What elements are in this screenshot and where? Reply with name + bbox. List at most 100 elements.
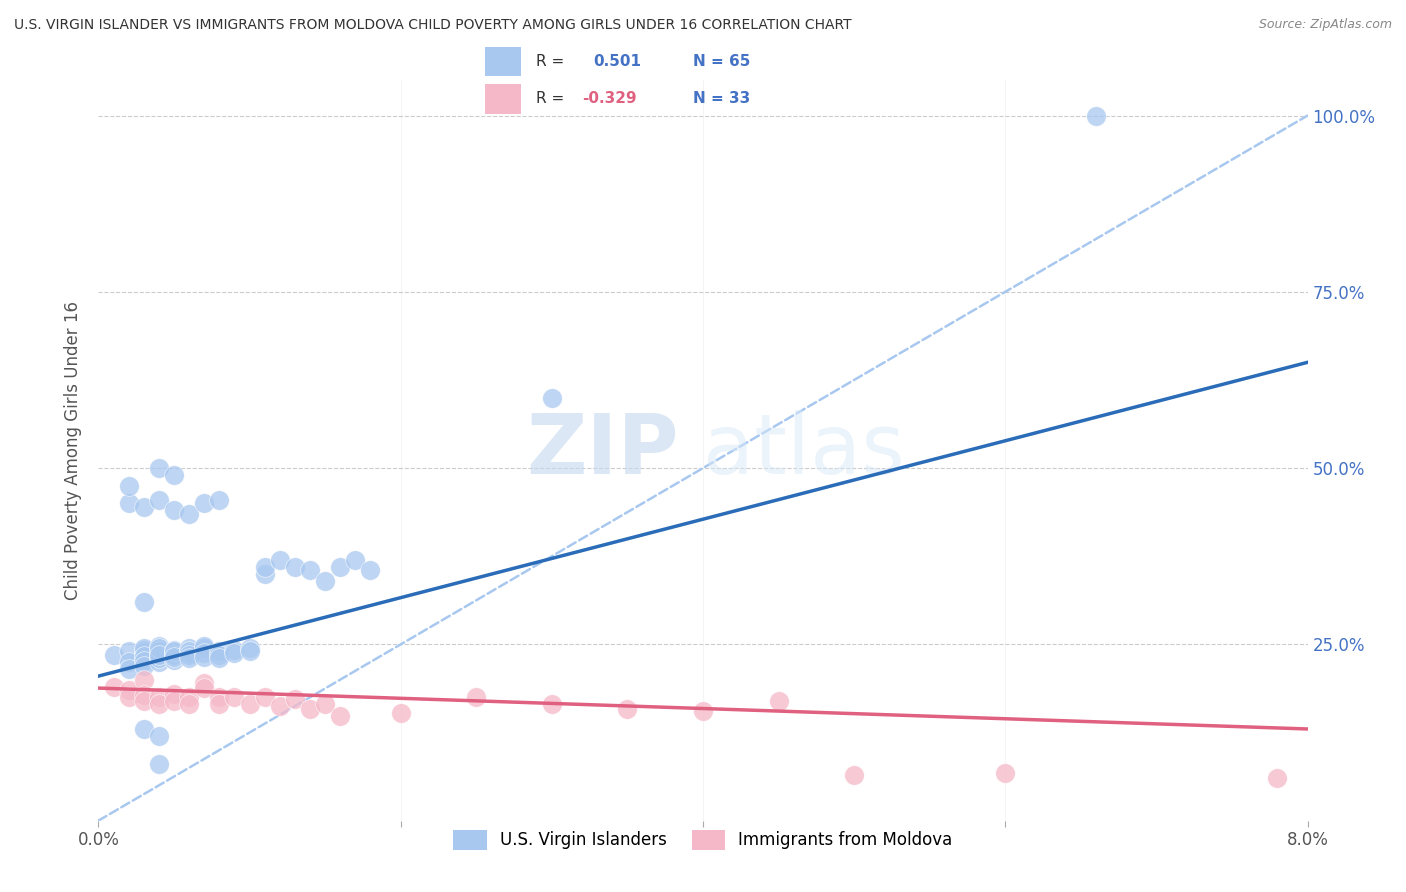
Point: [299, 702, 322, 716]
Point: [314, 574, 336, 588]
Point: [118, 644, 141, 658]
Point: [540, 391, 562, 405]
Point: [284, 692, 307, 706]
Point: [132, 640, 155, 655]
Point: [692, 704, 714, 718]
Text: Source: ZipAtlas.com: Source: ZipAtlas.com: [1258, 18, 1392, 31]
Point: [148, 698, 170, 712]
Point: [148, 492, 170, 507]
Point: [1267, 772, 1289, 786]
Point: [224, 643, 246, 657]
Point: [163, 687, 186, 701]
Point: [208, 644, 231, 658]
Point: [132, 649, 155, 664]
Point: [253, 690, 276, 705]
Point: [179, 644, 201, 658]
Point: [163, 643, 186, 657]
Point: [148, 648, 170, 662]
Bar: [485, 85, 522, 114]
Text: N = 65: N = 65: [693, 54, 751, 70]
Point: [132, 694, 155, 708]
Point: [132, 673, 155, 687]
Point: [224, 690, 246, 705]
Point: [118, 690, 141, 705]
Point: [253, 559, 276, 574]
Point: [208, 648, 231, 662]
Point: [132, 722, 155, 736]
Point: [163, 503, 186, 517]
Text: ZIP: ZIP: [526, 410, 679, 491]
Point: [118, 683, 141, 698]
Y-axis label: Child Poverty Among Girls Under 16: Child Poverty Among Girls Under 16: [65, 301, 83, 600]
Point: [132, 500, 155, 514]
Point: [224, 646, 246, 660]
Point: [132, 651, 155, 665]
Point: [163, 646, 186, 660]
Text: atlas: atlas: [703, 410, 904, 491]
Point: [344, 553, 367, 567]
Point: [193, 640, 215, 655]
Point: [132, 654, 155, 668]
Point: [540, 698, 562, 712]
Point: [179, 507, 201, 521]
Point: [132, 595, 155, 609]
Text: -0.329: -0.329: [582, 91, 637, 106]
Point: [239, 644, 262, 658]
Point: [132, 646, 155, 660]
Point: [132, 688, 155, 702]
Point: [208, 690, 231, 705]
Point: [179, 648, 201, 662]
Point: [193, 646, 215, 660]
Point: [1085, 109, 1108, 123]
Point: [389, 706, 412, 721]
Point: [465, 690, 488, 705]
Point: [844, 768, 866, 782]
Point: [768, 694, 790, 708]
Point: [616, 702, 638, 716]
Point: [284, 559, 307, 574]
Point: [208, 698, 231, 712]
Point: [148, 644, 170, 658]
Point: [163, 644, 186, 658]
Point: [118, 662, 141, 676]
Point: [132, 658, 155, 673]
Point: [163, 694, 186, 708]
Point: [193, 496, 215, 510]
Point: [163, 650, 186, 665]
Point: [103, 680, 125, 694]
Point: [299, 563, 322, 577]
Text: 0.501: 0.501: [593, 54, 641, 70]
Point: [179, 640, 201, 655]
Point: [148, 655, 170, 669]
Point: [103, 648, 125, 662]
Point: [269, 553, 291, 567]
Point: [179, 690, 201, 705]
Point: [193, 650, 215, 665]
Point: [193, 676, 215, 690]
Point: [360, 563, 382, 577]
Point: [148, 690, 170, 705]
Point: [148, 651, 170, 665]
Point: [994, 765, 1017, 780]
Point: [179, 651, 201, 665]
Point: [329, 709, 352, 723]
Point: [148, 639, 170, 653]
Legend: U.S. Virgin Islanders, Immigrants from Moldova: U.S. Virgin Islanders, Immigrants from M…: [447, 823, 959, 856]
Point: [193, 681, 215, 695]
Point: [148, 729, 170, 743]
Bar: [485, 46, 522, 77]
Text: N = 33: N = 33: [693, 91, 751, 106]
Point: [118, 479, 141, 493]
Point: [118, 655, 141, 669]
Text: R =: R =: [536, 91, 564, 106]
Point: [239, 698, 262, 712]
Point: [148, 757, 170, 772]
Point: [163, 653, 186, 667]
Point: [163, 648, 186, 662]
Text: U.S. VIRGIN ISLANDER VS IMMIGRANTS FROM MOLDOVA CHILD POVERTY AMONG GIRLS UNDER : U.S. VIRGIN ISLANDER VS IMMIGRANTS FROM …: [14, 18, 852, 32]
Point: [269, 699, 291, 714]
Point: [329, 559, 352, 574]
Point: [148, 461, 170, 475]
Point: [148, 648, 170, 662]
Text: R =: R =: [536, 54, 564, 70]
